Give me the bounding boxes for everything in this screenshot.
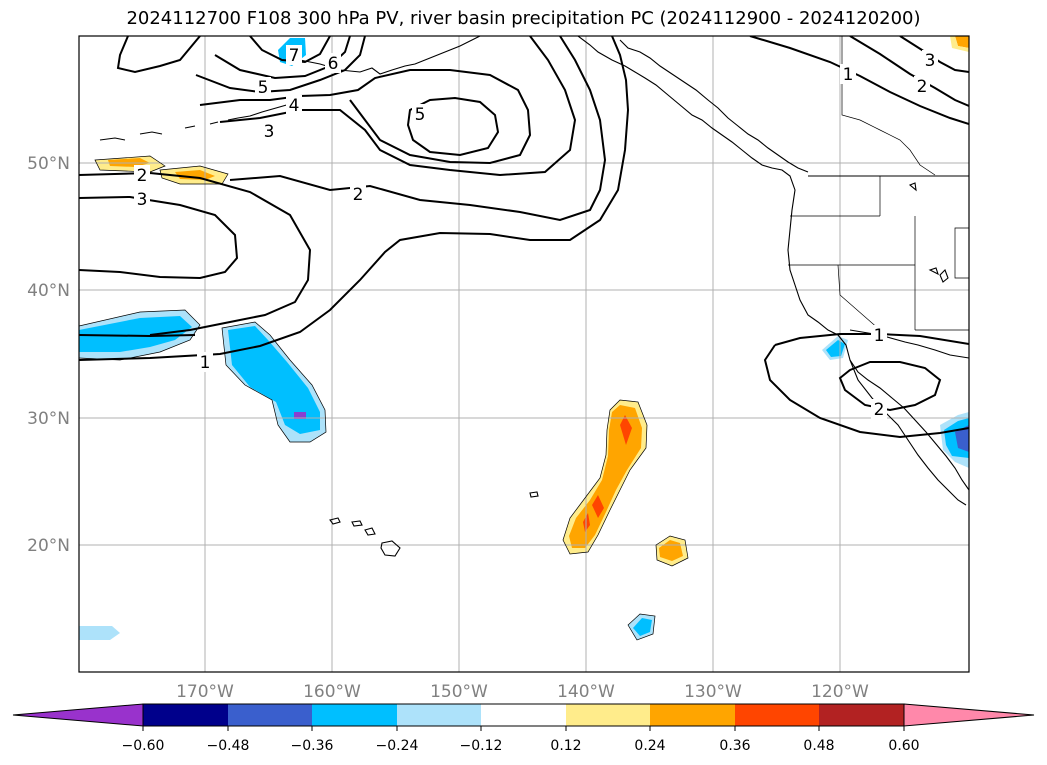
small-island-a bbox=[529, 491, 539, 498]
colorbar-tick-label: 0.12 bbox=[550, 738, 581, 754]
lon-label-120w: 120°W bbox=[811, 682, 869, 702]
pv-contour-1-west bbox=[79, 36, 630, 361]
lat-label-20n: 20°N bbox=[27, 536, 70, 556]
shading-layer bbox=[79, 36, 969, 640]
pv-contour-5-west bbox=[195, 36, 366, 94]
neg-anomaly-core-south bbox=[633, 618, 652, 636]
colorbar-bin bbox=[735, 704, 819, 726]
colorbar-bin bbox=[143, 704, 228, 726]
pos-anomaly-core-tropical bbox=[569, 405, 642, 548]
colorbar-tick-label: −0.60 bbox=[122, 738, 165, 754]
hawaii-islands bbox=[329, 517, 401, 557]
pv-contour-3 bbox=[79, 195, 239, 280]
contour-labels: 7 6 5 4 3 5 2 3 2 1 1 2 1 2 bbox=[134, 45, 938, 420]
colorbar-bin bbox=[312, 704, 397, 726]
map-plot-area: 7 6 5 4 3 5 2 3 2 1 1 2 1 2 bbox=[79, 36, 969, 672]
small-island-b bbox=[908, 182, 949, 283]
neg-anomaly-strong-baja bbox=[955, 425, 969, 452]
pv-contour-6 bbox=[214, 36, 351, 80]
lon-label-140w: 140°W bbox=[557, 682, 615, 702]
pos-anomaly-strong-tropical-b bbox=[592, 495, 604, 518]
plot-frame bbox=[78, 35, 970, 673]
pos-anomaly-corner bbox=[955, 36, 969, 48]
pv-contour-3-north bbox=[219, 36, 577, 177]
lon-label-160w: 160°W bbox=[303, 682, 361, 702]
colorbar-tick-label: −0.48 bbox=[207, 738, 250, 754]
lat-label-30n: 30°N bbox=[27, 409, 70, 429]
contour-label: 1 bbox=[200, 353, 211, 373]
pv-contour-2-north bbox=[229, 36, 607, 222]
pv-contour-1-east-loop bbox=[763, 344, 969, 439]
shading-outlines bbox=[79, 155, 689, 641]
contour-label: 4 bbox=[289, 96, 300, 116]
map-title: 2024112700 F108 300 hPa PV, river basin … bbox=[126, 8, 921, 29]
lon-label-130w: 130°W bbox=[684, 682, 742, 702]
coastline-aleutians bbox=[99, 103, 291, 141]
colorbar-tick-label: 0.48 bbox=[803, 738, 834, 754]
pv-contour-1-east bbox=[774, 333, 969, 346]
contour-label: 3 bbox=[137, 190, 148, 210]
lon-label-150w: 150°W bbox=[430, 682, 488, 702]
coastline-baja bbox=[849, 359, 967, 506]
contour-label: 2 bbox=[917, 77, 928, 97]
pos-anomaly-strong-tropical-a bbox=[620, 415, 632, 445]
pv-contour-2-east bbox=[838, 361, 942, 412]
colorbar-tick-label: 0.36 bbox=[719, 738, 750, 754]
pv-contour-top-left bbox=[116, 36, 201, 74]
colorbar-bin bbox=[650, 704, 735, 726]
pv-contour-1-ne bbox=[749, 36, 969, 125]
lat-label-40n: 40°N bbox=[27, 281, 70, 301]
neg-anomaly-halo-sw bbox=[79, 626, 120, 640]
contour-label: 6 bbox=[328, 54, 339, 74]
colorbar-tick-label: −0.24 bbox=[376, 738, 419, 754]
contour-label: 2 bbox=[137, 166, 148, 186]
colorbar-bin bbox=[819, 704, 904, 726]
latitude-labels: 50°N 40°N 30°N 20°N bbox=[27, 154, 70, 556]
colorbar-tick-label: −0.12 bbox=[460, 738, 503, 754]
contour-label: 5 bbox=[258, 78, 269, 98]
colorbar: −0.60 −0.48 −0.36 −0.24 −0.12 0.12 0.24 … bbox=[12, 703, 1035, 754]
canada-provinces bbox=[841, 36, 936, 176]
contour-label: 2 bbox=[874, 400, 885, 420]
lat-label-50n: 50°N bbox=[27, 154, 70, 174]
contour-label: 5 bbox=[415, 105, 426, 125]
colorbar-frame bbox=[142, 703, 905, 727]
colorbar-bin bbox=[397, 704, 481, 726]
neg-anomaly-core-west bbox=[79, 316, 192, 352]
contour-label: 1 bbox=[843, 65, 854, 85]
colorbar-ticks bbox=[142, 726, 905, 731]
contour-label: 7 bbox=[289, 46, 300, 66]
pv-contour-4 bbox=[199, 69, 532, 165]
colorbar-extend-high bbox=[903, 703, 1035, 727]
coastline-north-america bbox=[577, 36, 969, 491]
gridlines bbox=[79, 36, 969, 672]
contour-label: 2 bbox=[353, 185, 364, 205]
neg-anomaly-core-central bbox=[228, 326, 320, 434]
colorbar-bin bbox=[481, 704, 566, 726]
contour-label: 3 bbox=[925, 51, 936, 71]
colorbar-tick-label: 0.24 bbox=[634, 738, 665, 754]
longitude-labels: 170°W 160°W 150°W 140°W 130°W 120°W bbox=[176, 682, 869, 702]
colorbar-tick-label: −0.36 bbox=[291, 738, 334, 754]
pv-contour-1-west-b bbox=[79, 334, 196, 338]
pv-contour-5-center bbox=[406, 96, 500, 157]
coastline-bc bbox=[619, 39, 809, 173]
colorbar-tick-label: 0.60 bbox=[888, 738, 919, 754]
contour-label: 1 bbox=[874, 326, 885, 346]
pos-anomaly-corner-halo bbox=[950, 36, 969, 52]
lon-label-170w: 170°W bbox=[176, 682, 234, 702]
colorbar-bin bbox=[566, 704, 650, 726]
colorbar-extend-low bbox=[12, 703, 144, 727]
state-borders bbox=[788, 176, 969, 331]
contour-label: 3 bbox=[264, 122, 275, 142]
pv-contour-3-ne bbox=[899, 36, 969, 73]
pv-contour-2-central bbox=[79, 171, 312, 336]
colorbar-bin bbox=[228, 704, 312, 726]
coastlines bbox=[99, 36, 969, 557]
neg-anomaly-spot bbox=[294, 412, 306, 419]
